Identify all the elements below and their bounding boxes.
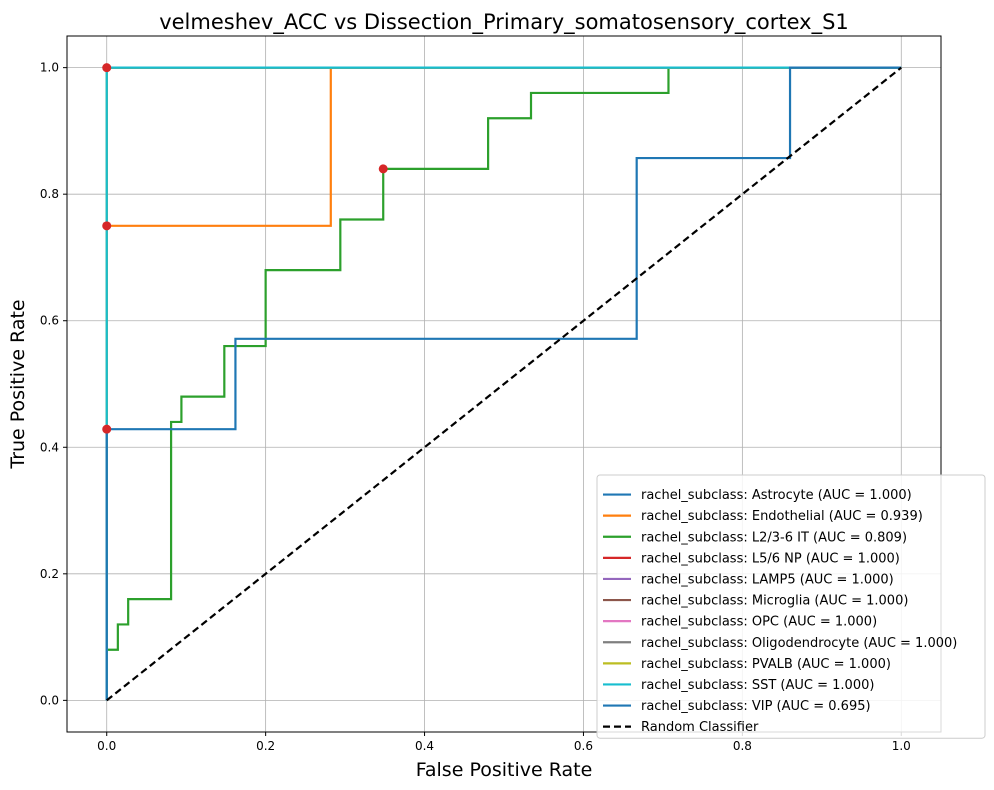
legend: rachel_subclass: Astrocyte (AUC = 1.000)… <box>596 474 986 739</box>
legend-label: rachel_subclass: PVALB (AUC = 1.000) <box>641 657 891 672</box>
y-tick-label: 0.4 <box>40 440 59 454</box>
x-axis-title: False Positive Rate <box>416 759 593 781</box>
x-tick-label: 0.8 <box>733 739 752 753</box>
series-line-2 <box>105 66 902 701</box>
y-tick-label: 0.8 <box>40 187 59 201</box>
x-tick-label: 0.0 <box>97 739 116 753</box>
legend-label: rachel_subclass: Oligodendrocyte (AUC = … <box>641 636 957 651</box>
y-tick-label: 0.2 <box>40 567 59 581</box>
legend-label: rachel_subclass: Astrocyte (AUC = 1.000) <box>641 488 912 503</box>
threshold-point <box>102 63 112 73</box>
x-tick-label: 0.4 <box>415 739 434 753</box>
legend-label: rachel_subclass: OPC (AUC = 1.000) <box>641 615 877 630</box>
legend-label: rachel_subclass: L2/3-6 IT (AUC = 0.809) <box>641 530 907 545</box>
series-line-11 <box>106 66 902 702</box>
legend-label: rachel_subclass: Microglia (AUC = 1.000) <box>641 594 908 609</box>
y-tick-label: 0.0 <box>40 693 59 707</box>
threshold-point <box>378 164 388 174</box>
x-tick-label: 0.6 <box>574 739 593 753</box>
y-tick-label: 1.0 <box>40 61 59 75</box>
legend-label: Random Classifier <box>641 720 759 735</box>
threshold-point <box>102 221 112 231</box>
tick-layer: 0.0 0.2 0.4 0.6 0.8 1.0 0.0 0.2 0.4 0.6 0.8 1.0 <box>40 61 911 753</box>
y-tick-label: 0.6 <box>40 314 59 328</box>
x-tick-label: 0.2 <box>256 739 275 753</box>
chart-title: velmeshev_ACC vs Dissection_Primary_soma… <box>159 10 849 35</box>
legend-label: rachel_subclass: LAMP5 (AUC = 1.000) <box>641 572 894 587</box>
legend-label: rachel_subclass: L5/6 NP (AUC = 1.000) <box>641 551 900 566</box>
plot-frame <box>66 35 942 733</box>
legend-label: rachel_subclass: Endothelial (AUC = 0.93… <box>641 509 923 524</box>
legend-box <box>596 474 986 739</box>
marker-layer <box>102 63 388 434</box>
series-line-10 <box>105 66 902 701</box>
legend-label: rachel_subclass: SST (AUC = 1.000) <box>641 678 874 693</box>
x-tick-label: 1.0 <box>892 739 911 753</box>
legend-label: rachel_subclass: VIP (AUC = 0.695) <box>641 699 871 714</box>
y-axis-title: True Positive Rate <box>7 299 29 469</box>
threshold-point <box>102 424 112 434</box>
